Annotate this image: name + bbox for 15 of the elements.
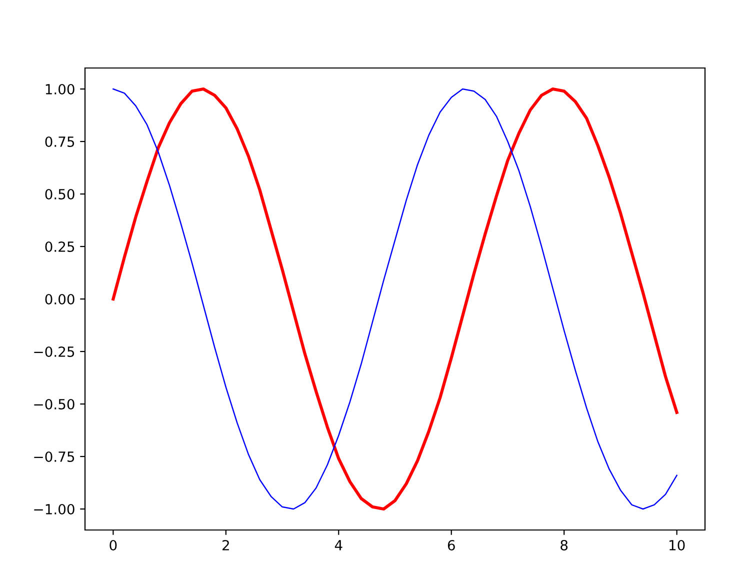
y-tick-label: −0.25 — [34, 346, 74, 357]
y-tick-label: −0.50 — [34, 398, 74, 410]
y-tick-label: 1.00 — [46, 84, 74, 94]
x-tick-label: 4 — [334, 540, 342, 550]
x-tick-label: 8 — [560, 540, 568, 550]
y-tick-label: 0.75 — [45, 136, 74, 147]
y-tick-label: −1.00 — [34, 504, 74, 514]
x-tick-label: 0 — [110, 540, 117, 550]
y-tick-label: −0.75 — [34, 451, 74, 462]
y-tick-label: 0.25 — [45, 241, 74, 252]
x-tick-label: 6 — [448, 540, 455, 550]
y-tick-label: 0.00 — [45, 294, 74, 304]
x-tick-label: 10 — [670, 540, 685, 550]
y-tick-label: 0.50 — [45, 188, 74, 200]
x-tick-label: 2 — [222, 540, 229, 550]
